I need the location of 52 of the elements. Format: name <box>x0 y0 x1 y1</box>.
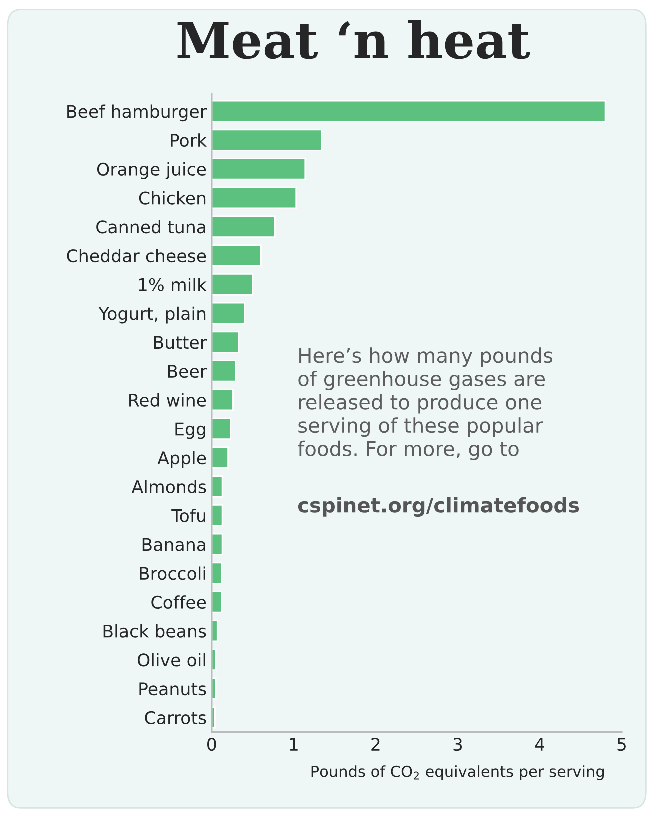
bar <box>212 360 236 382</box>
y-tick-label: Banana <box>142 538 206 552</box>
bar <box>212 446 229 469</box>
y-tick-label: Beer <box>168 365 208 378</box>
x-tick-label: 2 <box>372 738 380 751</box>
y-tick-label: Carrots <box>145 711 206 725</box>
y-tick-label: Orange juice <box>97 162 206 180</box>
bar <box>212 504 224 527</box>
bar <box>212 620 218 642</box>
bar <box>212 186 298 210</box>
bar <box>212 244 262 267</box>
bar <box>212 129 322 152</box>
y-tick-label: Olive oil <box>138 653 206 667</box>
y-tick-label: 1% milk <box>139 278 207 292</box>
y-tick-label: Black beans <box>104 624 206 638</box>
y-tick-label: Egg <box>176 422 206 440</box>
y-tick-label: Apple <box>158 451 206 468</box>
x-tick-label: 3 <box>454 738 462 752</box>
y-tick-label: Almonds <box>132 480 206 494</box>
y-tick-label: Red wine <box>130 394 206 407</box>
y-tick-label: Peanuts <box>140 682 206 696</box>
x-tick-label: 1 <box>290 738 298 751</box>
y-tick-label: Pork <box>171 134 207 148</box>
y-tick-label: Cheddar cheese <box>67 249 206 263</box>
y-tick-label: Butter <box>154 336 208 350</box>
bar <box>212 158 306 180</box>
annotation: Here’s how many pounds of greenhouse gases are released to produce one serving of these popular foods. For more, go to <box>298 348 553 460</box>
bar <box>212 418 232 440</box>
bar <box>212 331 240 354</box>
x-tick-label: 0 <box>208 738 216 752</box>
y-tick-label: Beef hamburger <box>68 104 208 122</box>
y-tick-label: Broccoli <box>140 566 206 580</box>
bar <box>212 562 222 584</box>
bar <box>212 533 224 556</box>
chart-title: Meat ‘n heat <box>178 20 530 60</box>
bar <box>212 706 216 729</box>
y-tick-label: Coffee <box>152 596 206 610</box>
bar <box>212 274 254 296</box>
x-tick-label: 4 <box>535 738 544 751</box>
y-tick-label: Canned tuna <box>96 220 206 234</box>
bar <box>212 476 224 498</box>
x-axis-title: Pounds of CO$_{2}$ equivalents per serving <box>312 766 604 780</box>
bar <box>212 216 276 238</box>
y-tick-label: Tofu <box>172 508 206 522</box>
bar <box>212 100 606 122</box>
y-tick-label: Chicken <box>139 191 206 205</box>
bar <box>212 591 222 614</box>
bar <box>212 302 246 325</box>
x-tick-label: 5 <box>618 738 626 752</box>
bar <box>212 389 234 412</box>
annotation: cspinet.org/climatefoods <box>298 497 580 517</box>
y-tick-label: Yogurt, plain <box>98 306 206 324</box>
